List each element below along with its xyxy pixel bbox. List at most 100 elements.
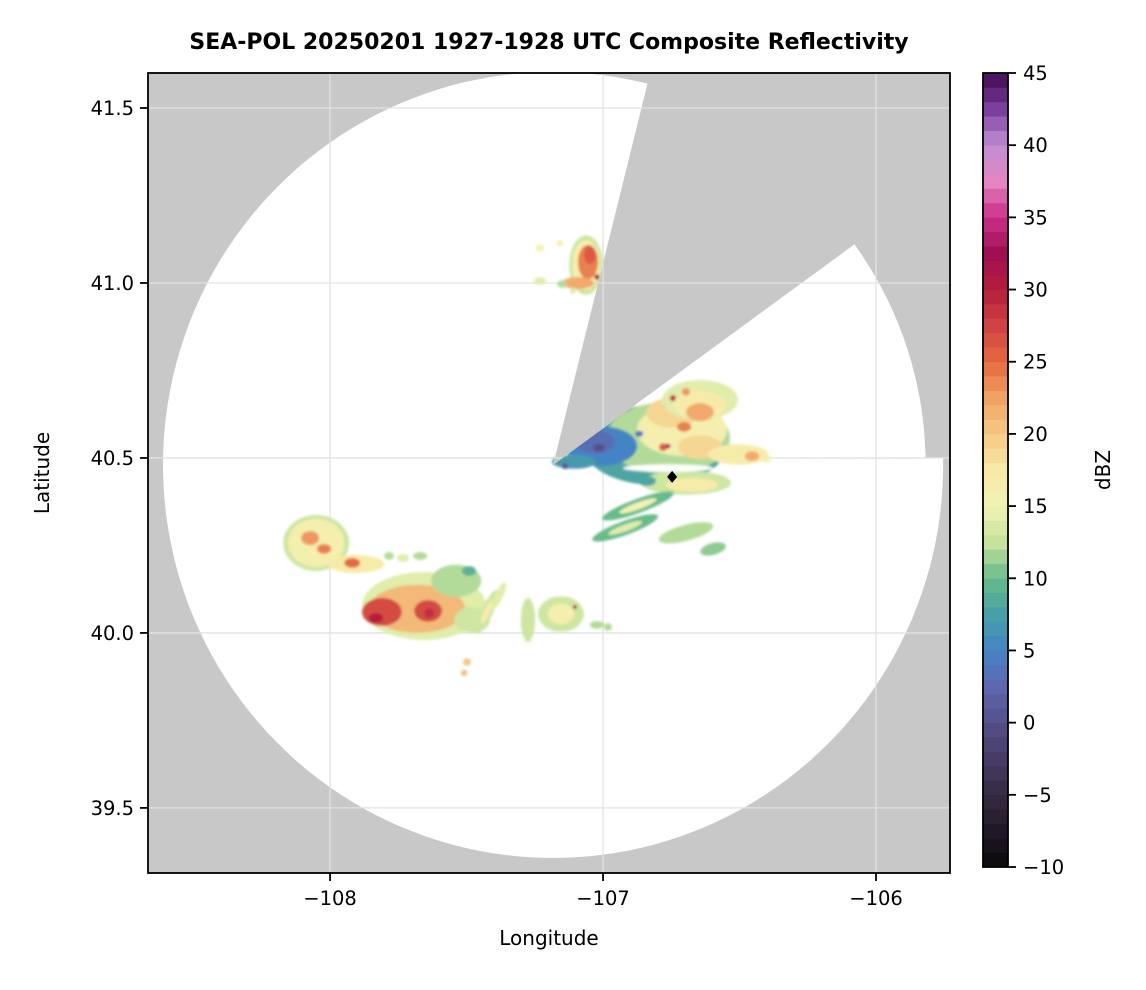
colorbar-tick-label: 0 (1023, 712, 1035, 735)
colorbar-band (983, 794, 1008, 810)
colorbar-tick-label: 35 (1023, 206, 1048, 229)
colorbar-band (983, 736, 1008, 752)
reflectivity-echo (301, 531, 320, 546)
reflectivity-echo (362, 597, 402, 626)
reflectivity-echo (317, 544, 332, 554)
colorbar-band (983, 780, 1008, 796)
colorbar-band (983, 101, 1008, 117)
y-tick-label: 41.5 (91, 97, 134, 120)
colorbar-band (983, 621, 1008, 637)
colorbar-band (983, 606, 1008, 622)
colorbar-band (983, 592, 1008, 608)
plot-title: SEA-POL 20250201 1927-1928 UTC Composite… (189, 30, 909, 55)
y-tick-label: 41.0 (91, 272, 134, 295)
colorbar-band (983, 693, 1008, 709)
gridlines (148, 73, 950, 873)
colorbar-band (983, 231, 1008, 247)
reflectivity-echo (368, 613, 383, 623)
reflectivity-echo (520, 598, 536, 642)
reflectivity-echo (480, 599, 494, 624)
reflectivity-echo (677, 421, 692, 432)
reflectivity-echo (623, 464, 713, 472)
colorbar-band (983, 303, 1008, 319)
colorbar-band (983, 751, 1008, 767)
colorbar-band (983, 462, 1008, 478)
reflectivity-echo (344, 558, 361, 568)
reflectivity-echo (557, 280, 567, 288)
reflectivity-echo (562, 462, 569, 470)
x-axis-label: Longitude (499, 926, 599, 950)
colorbar-band (983, 837, 1008, 853)
colorbar-band (983, 173, 1008, 189)
colorbar-tick-label: −10 (1023, 856, 1064, 879)
colorbar-band (983, 289, 1008, 305)
colorbar-band (983, 664, 1008, 680)
colorbar-band (983, 722, 1008, 738)
reflectivity-echo (424, 608, 435, 618)
colorbar-band (983, 433, 1008, 449)
colorbar-tick-label: 20 (1023, 423, 1048, 446)
axes-frame (147, 72, 951, 874)
colorbar-tick-label: −5 (1023, 784, 1052, 807)
reflectivity-echo (638, 476, 656, 486)
colorbar-band (983, 375, 1008, 391)
reflectivity-echo (570, 287, 576, 295)
colorbar-band (983, 491, 1008, 507)
reflectivity-echo (491, 582, 507, 610)
colorbar-tick-label: 40 (1023, 134, 1048, 157)
colorbar-band (983, 332, 1008, 348)
colorbar-band (983, 260, 1008, 276)
reflectivity-echo (669, 395, 676, 402)
colorbar-band (983, 823, 1008, 839)
colorbar-tick-label: 15 (1023, 495, 1048, 518)
radar-site-marker (667, 470, 678, 483)
colorbar-band (983, 245, 1008, 261)
colorbar-band (983, 188, 1008, 204)
colorbar-band (983, 765, 1008, 781)
colorbar-band (983, 144, 1008, 160)
colorbar-band (983, 505, 1008, 521)
reflectivity-echo (608, 520, 643, 535)
reflectivity-echo (589, 621, 605, 629)
colorbar-band (983, 130, 1008, 146)
colorbar-band (983, 72, 1008, 88)
reflectivity-echo (745, 451, 760, 462)
colorbar-tick-label: 45 (1023, 62, 1048, 85)
reflectivity-echo (583, 245, 596, 265)
y-tick-label: 40.5 (91, 447, 134, 470)
reflectivity-echo (666, 477, 718, 492)
colorbar-band (983, 852, 1008, 868)
reflectivity-echo (397, 554, 409, 562)
reflectivity-echo (761, 454, 771, 463)
reflectivity-echo (681, 388, 691, 396)
colorbar-band (983, 520, 1008, 536)
colorbar-band (983, 116, 1008, 132)
reflectivity-echo (594, 274, 600, 280)
reflectivity-echo (535, 244, 545, 252)
reflectivity-echo (658, 522, 714, 544)
reflectivity-echo (561, 277, 595, 289)
colorbar-band (983, 404, 1008, 420)
colorbar-band (983, 679, 1008, 695)
colorbar-tick-label: 5 (1023, 639, 1035, 662)
reflectivity-echo (573, 604, 577, 610)
y-tick-label: 39.5 (91, 797, 134, 820)
reflectivity-echo (708, 444, 769, 465)
reflectivity-echo (603, 623, 613, 631)
axis-ticks (140, 107, 877, 881)
colorbar-band (983, 390, 1008, 406)
reflectivity-echo (635, 430, 644, 437)
colorbar-band (983, 361, 1008, 377)
reflectivity-echo (556, 240, 563, 247)
x-tick-label: −108 (303, 887, 357, 910)
colorbar-band (983, 808, 1008, 824)
colorbar-band (983, 346, 1008, 363)
axis-tick-labels: −108 −107 −106 41.5 41.0 40.5 40.0 39.5 (91, 97, 903, 910)
colorbar-band (983, 274, 1008, 290)
reflectivity-echo (619, 498, 657, 514)
colorbar-band (983, 650, 1008, 666)
colorbar-tick-label: 30 (1023, 279, 1048, 302)
reflectivity-echo (593, 444, 605, 452)
colorbar-tick-label: 10 (1023, 567, 1048, 590)
